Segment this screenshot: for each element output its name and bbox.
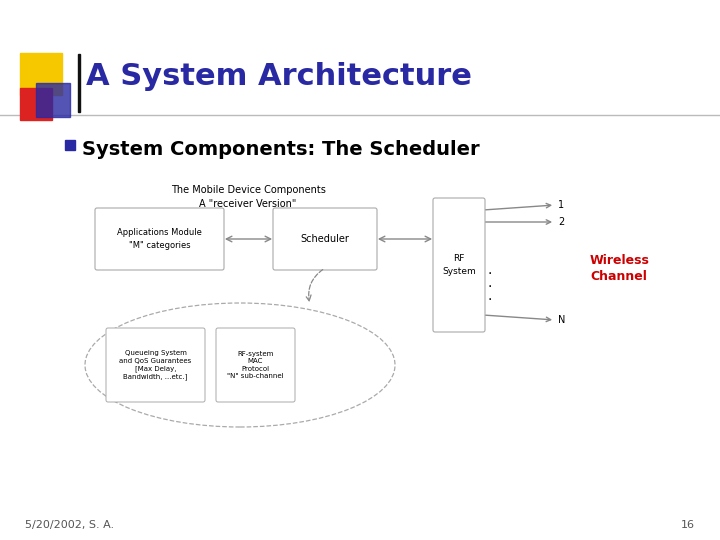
Text: Applications Module
"M" categories: Applications Module "M" categories [117,228,202,249]
Text: RF-system
MAC
Protocol
"N" sub-channel: RF-system MAC Protocol "N" sub-channel [228,351,284,379]
Ellipse shape [85,303,395,427]
Text: 16: 16 [681,520,695,530]
FancyBboxPatch shape [106,328,205,402]
Text: Scheduler: Scheduler [300,234,349,244]
Text: A System Architecture: A System Architecture [86,62,472,91]
Text: 1: 1 [558,200,564,210]
Bar [20,88,52,120]
Text: .: . [488,276,492,290]
Text: Wireless
Channel: Wireless Channel [590,253,650,282]
Bar [20,53,62,95]
FancyBboxPatch shape [216,328,295,402]
Text: Queueing System
and QoS Guarantees
[Max Delay,
Bandwidth, ...etc.]: Queueing System and QoS Guarantees [Max … [120,350,192,380]
Text: N: N [558,315,565,325]
FancyBboxPatch shape [433,198,485,332]
Text: 2: 2 [558,217,564,227]
Bar [36,83,70,117]
Text: The Mobile Device Components
A "receiver Version": The Mobile Device Components A "receiver… [171,185,325,209]
Bar [65,140,75,150]
Bar [78,54,80,112]
FancyBboxPatch shape [273,208,377,270]
Text: 5/20/2002, S. A.: 5/20/2002, S. A. [25,520,114,530]
Text: RF
System: RF System [442,254,476,276]
FancyBboxPatch shape [95,208,224,270]
Text: System Components: The Scheduler: System Components: The Scheduler [82,140,480,159]
Text: .: . [488,263,492,277]
Text: .: . [488,289,492,303]
